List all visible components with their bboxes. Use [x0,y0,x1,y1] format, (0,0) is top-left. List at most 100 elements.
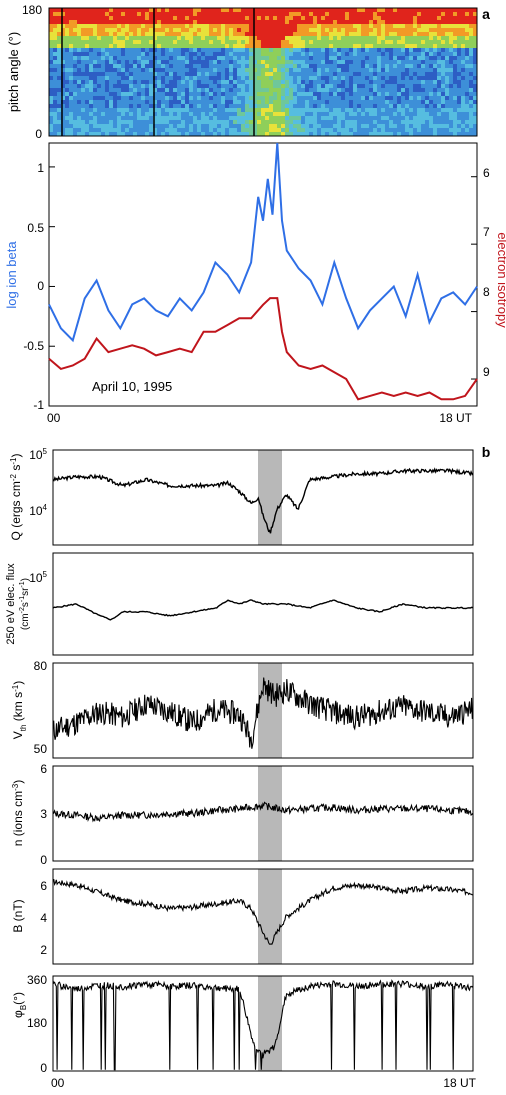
spectrogram-cell [181,80,186,85]
spectrogram-cell [209,24,214,29]
spectrogram-cell [221,96,226,101]
spectrogram-cell [213,84,218,89]
spectrogram-cell [209,48,214,53]
spectrogram-cell [109,28,114,33]
spectrogram-cell [125,92,130,97]
spectrogram-cell [425,80,430,85]
spectrogram-cell [233,32,238,37]
spectrogram-cell [401,72,406,77]
spectrogram-cell [61,108,66,113]
spectrogram-cell [329,128,334,133]
spectrogram-cell [293,120,298,125]
spectrogram-cell [469,12,474,17]
beta-isotropy-plot [48,142,478,407]
spectrogram-cell [249,52,254,57]
spectrogram-cell [253,124,258,129]
spectrogram-cell [217,76,222,81]
spectrogram-cell [245,84,250,89]
spectrogram-cell [141,132,146,137]
spectrogram-cell [229,72,234,77]
spectrogram-cell [445,92,450,97]
spectrogram-cell [217,72,222,77]
spectrogram-cell [257,132,262,137]
spectrogram-cell [213,48,218,53]
spectrogram-cell [389,24,394,29]
spectrogram-cell [245,64,250,69]
spectrogram-cell [421,96,426,101]
spectrogram-cell [465,120,470,125]
spectrogram-cell [365,124,370,129]
spectrogram-cell [141,52,146,57]
spectrogram-cell [473,60,478,65]
spectrogram-cell [185,112,190,117]
spectrogram-cell [425,76,430,81]
spectrogram-cell [285,60,290,65]
spectrogram-cell [145,104,150,109]
spectrogram-cell [265,44,270,49]
spectrogram-cell [129,64,134,69]
spectrogram-cell [277,72,282,77]
spectrogram-cell [465,56,470,61]
spectrogram-cell [249,44,254,49]
spectrogram-cell [105,124,110,129]
spectrogram-cell [117,24,122,29]
spectrogram-cell [329,104,334,109]
spectrogram-cell [441,40,446,45]
spectrogram-cell [381,92,386,97]
spectrogram-cell [357,36,362,41]
spectrogram-cell [197,80,202,85]
spectrogram-cell [341,28,346,33]
spectrogram-cell [169,48,174,53]
spectrogram-cell [329,32,334,37]
spectrogram-cell [69,76,74,81]
spectrogram-cell [301,80,306,85]
spectrogram-cell [121,72,126,77]
spectrogram-cell [357,96,362,101]
spectrogram-cell [49,60,54,65]
spectrogram-cell [369,112,374,117]
spectrogram-cell [437,24,442,29]
spectrogram-cell [337,56,342,61]
spectrogram-cell [113,84,118,89]
spectrogram-cell [325,40,330,45]
spectrogram-cell [65,96,70,101]
spectrogram-cell [213,60,218,65]
spectrogram-cell [73,124,78,129]
spectrogram-cell [261,116,266,121]
spectrogram-cell [53,64,58,69]
spectrogram-cell [209,56,214,61]
spectrogram-cell [181,132,186,137]
beta-ytick--1: -1 [33,398,44,412]
spectrogram-cell [457,20,462,25]
spectrogram-cell [189,132,194,137]
spectrogram-cell [449,24,454,29]
spectrogram-cell [213,76,218,81]
spectrogram-cell [433,92,438,97]
spectrogram-cell [317,104,322,109]
spectrogram-cell [289,68,294,73]
spectrogram-cell [297,72,302,77]
isotropy-ytick-9: 9 [483,365,490,379]
spectrogram-cell [97,80,102,85]
spectrogram-cell [125,64,130,69]
spectrogram-cell [161,116,166,121]
spectrogram-cell [137,28,142,33]
spectrogram-cell [189,40,194,45]
spectrogram-cell [329,40,334,45]
spectrogram-cell [341,124,346,129]
spectrogram-cell [189,36,194,41]
spectrogram-cell [241,124,246,129]
spectrogram-cell [201,124,206,129]
spectrogram-cell [437,84,442,89]
spectrogram-cell [325,92,330,97]
spectrogram-cell [77,104,82,109]
spectrogram-cell [113,88,118,93]
spectrogram-cell [269,16,274,21]
spectrogram-cell [473,96,478,101]
spectrogram-cell [445,56,450,61]
spectrogram-cell [469,88,474,93]
spectrogram-cell [465,88,470,93]
spectrogram-cell [77,36,82,41]
spectrogram-cell [133,68,138,73]
spectrogram-cell [289,132,294,137]
